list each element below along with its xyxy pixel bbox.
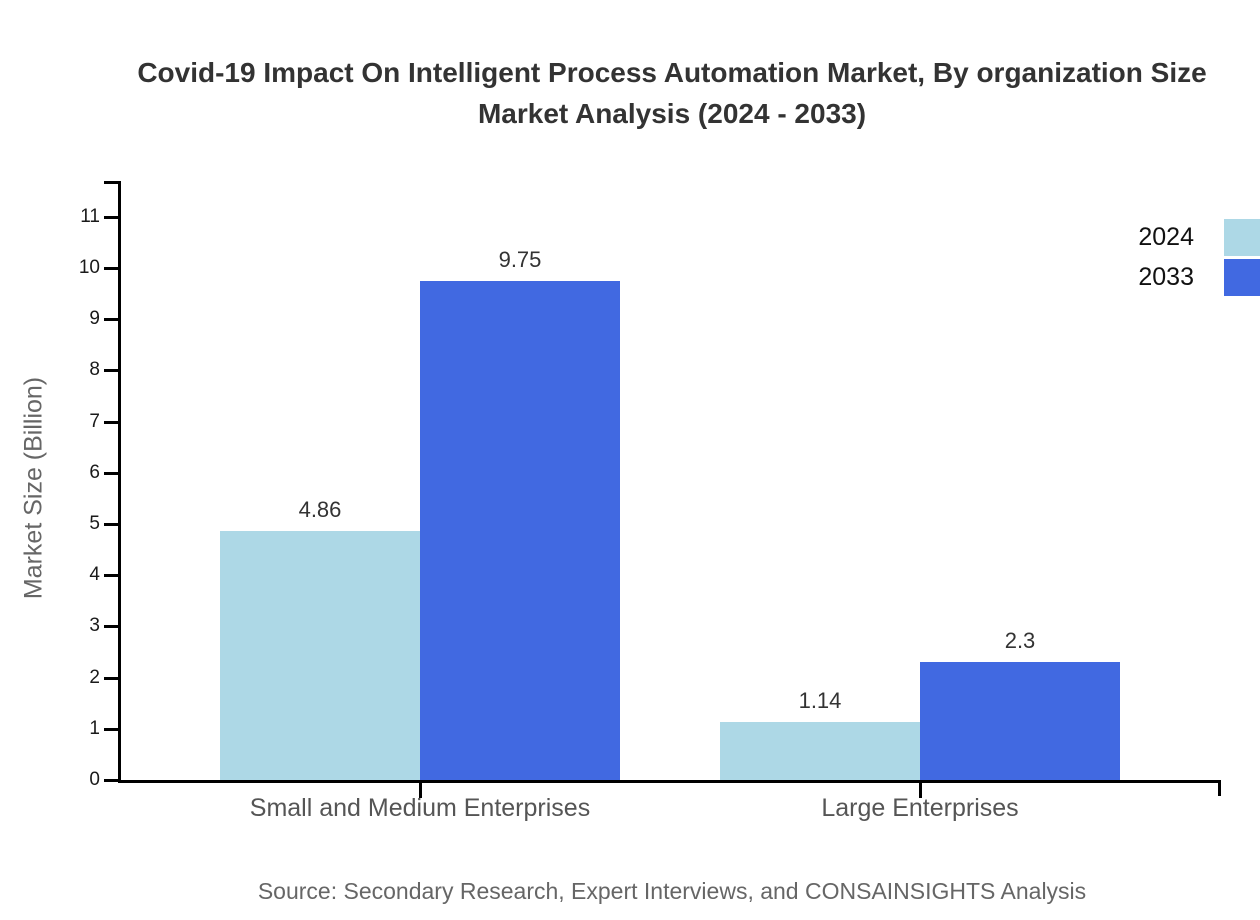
y-tick-label: 0 (89, 769, 100, 790)
bar-value-label: 2.3 (1004, 628, 1036, 654)
bar-2024 (220, 531, 420, 780)
x-tick-mark (419, 783, 422, 798)
x-category-label: Small and Medium Enterprises (249, 794, 591, 822)
legend-item-2024: 2024 (1138, 219, 1260, 256)
chart-title-line2: Market Analysis (2024 - 2033) (477, 98, 867, 129)
bar-2024 (720, 721, 920, 780)
y-tick-mark (104, 420, 118, 424)
y-tick-mark (104, 369, 118, 373)
y-tick-label: 11 (80, 205, 100, 227)
legend-item-2033: 2033 (1138, 259, 1260, 296)
y-tick-mark (104, 523, 118, 526)
y-tick-mark (104, 215, 118, 219)
legend: 2024 2033 (1138, 219, 1260, 296)
y-tick-label: 9 (89, 308, 100, 330)
y-tick-label: 5 (89, 513, 100, 534)
chart-title: Covid-19 Impact On Intelligent Process A… (0, 52, 1260, 134)
y-tick-mark (104, 625, 118, 629)
legend-swatch (1224, 259, 1260, 296)
bar-value-label: 9.75 (498, 246, 542, 272)
x-category-label: Large Enterprises (821, 794, 1019, 822)
y-tick-label: 3 (89, 615, 100, 637)
bar-2033 (420, 280, 620, 780)
x-axis-spine (118, 780, 1221, 783)
y-tick-label: 4 (89, 564, 100, 586)
y-axis-top-cap (104, 181, 121, 184)
legend-label: 2033 (1138, 263, 1194, 291)
y-tick-label: 7 (89, 410, 100, 432)
x-tick-mark (919, 783, 922, 798)
y-tick-mark (104, 574, 118, 578)
y-tick-label: 6 (89, 461, 100, 483)
y-tick-mark (104, 267, 118, 270)
bar-value-label: 1.14 (798, 687, 842, 713)
y-tick-label: 10 (78, 257, 100, 278)
y-tick-label: 2 (89, 666, 100, 688)
y-tick-mark (104, 727, 118, 731)
bar-2033 (920, 662, 1120, 780)
legend-swatch (1224, 219, 1260, 256)
y-tick-mark (104, 318, 118, 322)
x-axis-end-tick (1218, 780, 1221, 796)
source-attribution: Source: Secondary Research, Expert Inter… (257, 878, 1087, 904)
y-tick-mark (104, 779, 118, 782)
y-tick-label: 1 (89, 717, 100, 739)
y-axis-spine (118, 181, 121, 783)
y-tick-mark (104, 471, 118, 475)
chart-title-line1: Covid-19 Impact On Intelligent Process A… (137, 57, 1207, 88)
y-tick-mark (104, 676, 118, 680)
legend-label: 2024 (1138, 223, 1194, 251)
y-tick-label: 8 (89, 359, 100, 381)
bar-value-label: 4.86 (298, 497, 342, 523)
